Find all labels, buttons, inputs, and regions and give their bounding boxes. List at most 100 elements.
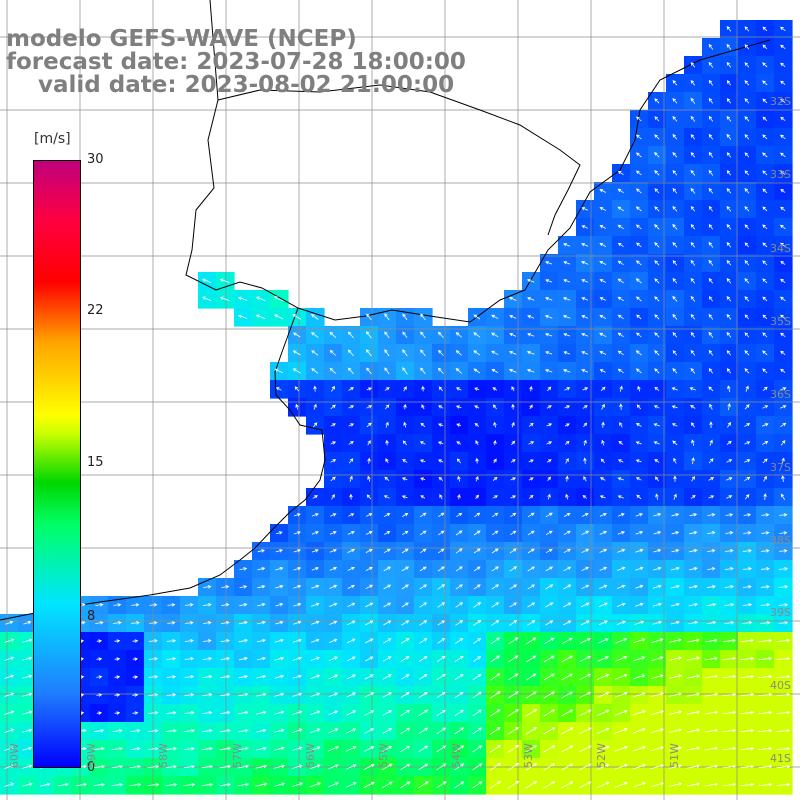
wind-arrow bbox=[762, 350, 768, 356]
wind-arrow bbox=[419, 530, 427, 536]
speed-cell bbox=[414, 632, 433, 651]
speed-cell bbox=[558, 434, 577, 453]
wind-arrow bbox=[672, 97, 678, 104]
wind-arrow bbox=[130, 746, 141, 751]
wind-arrow bbox=[328, 674, 339, 680]
wind-arrow bbox=[780, 134, 786, 140]
wind-arrow bbox=[132, 693, 139, 697]
wind-arrow bbox=[543, 691, 556, 699]
speed-cell bbox=[360, 542, 379, 561]
wind-arrow bbox=[565, 457, 569, 464]
wind-arrow bbox=[75, 782, 87, 787]
wind-arrow bbox=[166, 675, 177, 679]
wind-arrow bbox=[581, 225, 588, 229]
wind-arrow bbox=[310, 674, 321, 679]
coastline-inner bbox=[217, 84, 581, 236]
wind-arrow bbox=[614, 763, 628, 770]
speed-cell bbox=[522, 560, 541, 579]
wind-arrow bbox=[654, 278, 660, 284]
wind-arrow bbox=[762, 116, 768, 122]
lon-label-53w: 53W bbox=[522, 743, 535, 768]
wind-arrow bbox=[545, 297, 553, 301]
wind-arrow bbox=[166, 639, 177, 643]
wind-arrow bbox=[726, 368, 732, 374]
wind-arrow bbox=[726, 133, 732, 140]
wind-arrow bbox=[93, 746, 105, 751]
wind-arrow bbox=[617, 224, 624, 230]
wind-arrow bbox=[760, 585, 770, 589]
wind-arrow bbox=[22, 656, 33, 661]
speed-cell bbox=[522, 722, 541, 741]
wind-arrow bbox=[704, 674, 719, 679]
wind-arrow bbox=[489, 762, 502, 771]
wind-arrow bbox=[545, 548, 553, 554]
wind-arrow bbox=[654, 116, 660, 122]
wind-arrow bbox=[291, 782, 304, 788]
speed-cell bbox=[486, 740, 505, 759]
wind-arrow bbox=[528, 422, 534, 427]
wind-arrow bbox=[184, 693, 195, 697]
wind-arrow bbox=[740, 638, 755, 643]
wind-arrow bbox=[672, 278, 678, 284]
wind-arrow bbox=[744, 242, 750, 248]
wind-arrow bbox=[293, 584, 302, 589]
wind-arrow bbox=[635, 188, 642, 194]
wind-arrow bbox=[95, 603, 104, 607]
wind-arrow bbox=[651, 656, 664, 662]
wind-arrow bbox=[704, 782, 719, 787]
wind-arrow bbox=[418, 727, 429, 735]
wind-arrow bbox=[744, 350, 750, 356]
wind-arrow bbox=[545, 530, 553, 536]
wind-arrow bbox=[385, 421, 389, 428]
wind-arrow bbox=[348, 441, 354, 445]
wind-arrow bbox=[400, 745, 411, 753]
wind-arrow bbox=[758, 728, 773, 733]
wind-arrow bbox=[744, 368, 750, 374]
wind-arrow bbox=[690, 62, 696, 68]
speed-cell bbox=[504, 578, 523, 597]
wind-arrow bbox=[726, 260, 732, 266]
model-title: modelo GEFS-WAVE (NCEP) bbox=[6, 26, 357, 52]
speed-cell bbox=[378, 380, 397, 399]
speed-cell bbox=[504, 596, 523, 615]
wind-arrow bbox=[114, 657, 121, 661]
wind-arrow bbox=[310, 710, 321, 716]
wind-arrow bbox=[617, 260, 624, 266]
wind-arrow bbox=[256, 620, 266, 625]
speed-cell bbox=[540, 524, 559, 543]
wind-arrow bbox=[689, 566, 698, 571]
wind-arrow bbox=[633, 638, 646, 644]
wind-arrow bbox=[364, 710, 375, 716]
wind-arrow bbox=[650, 764, 665, 770]
wind-arrow bbox=[202, 728, 213, 733]
wind-arrow bbox=[740, 782, 755, 787]
wind-arrow bbox=[113, 603, 122, 607]
speed-cell bbox=[486, 632, 505, 651]
wind-arrow bbox=[635, 224, 642, 230]
speed-cell bbox=[450, 722, 469, 741]
wind-arrow bbox=[599, 243, 607, 247]
speed-cell bbox=[360, 506, 379, 525]
speed-cell bbox=[324, 398, 343, 417]
speed-cell bbox=[468, 704, 487, 723]
wind-arrow bbox=[274, 656, 285, 661]
wind-arrow bbox=[403, 386, 407, 392]
speed-cell bbox=[504, 650, 523, 669]
wind-arrow bbox=[652, 602, 662, 607]
speed-cell bbox=[756, 452, 775, 471]
wind-arrow bbox=[617, 296, 624, 302]
wind-arrow bbox=[329, 531, 337, 535]
wind-arrow bbox=[347, 620, 356, 626]
wind-arrow bbox=[598, 602, 608, 608]
wind-arrow bbox=[547, 386, 552, 392]
speed-cell bbox=[504, 560, 523, 579]
wind-arrow bbox=[672, 332, 678, 338]
speed-cell bbox=[540, 632, 559, 651]
wind-arrow bbox=[672, 151, 678, 158]
wind-arrow bbox=[672, 188, 678, 194]
wind-arrow bbox=[511, 421, 515, 428]
wind-arrow bbox=[311, 350, 319, 356]
wind-arrow bbox=[668, 656, 683, 661]
wind-arrow bbox=[543, 781, 556, 789]
wind-arrow bbox=[633, 674, 646, 680]
